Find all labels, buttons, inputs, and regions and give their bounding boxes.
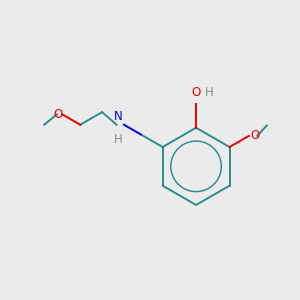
Text: N: N	[114, 110, 123, 123]
Text: H: H	[205, 86, 214, 100]
Text: O: O	[191, 86, 201, 100]
Text: H: H	[114, 133, 123, 146]
Text: O: O	[250, 129, 260, 142]
Text: O: O	[53, 108, 62, 121]
